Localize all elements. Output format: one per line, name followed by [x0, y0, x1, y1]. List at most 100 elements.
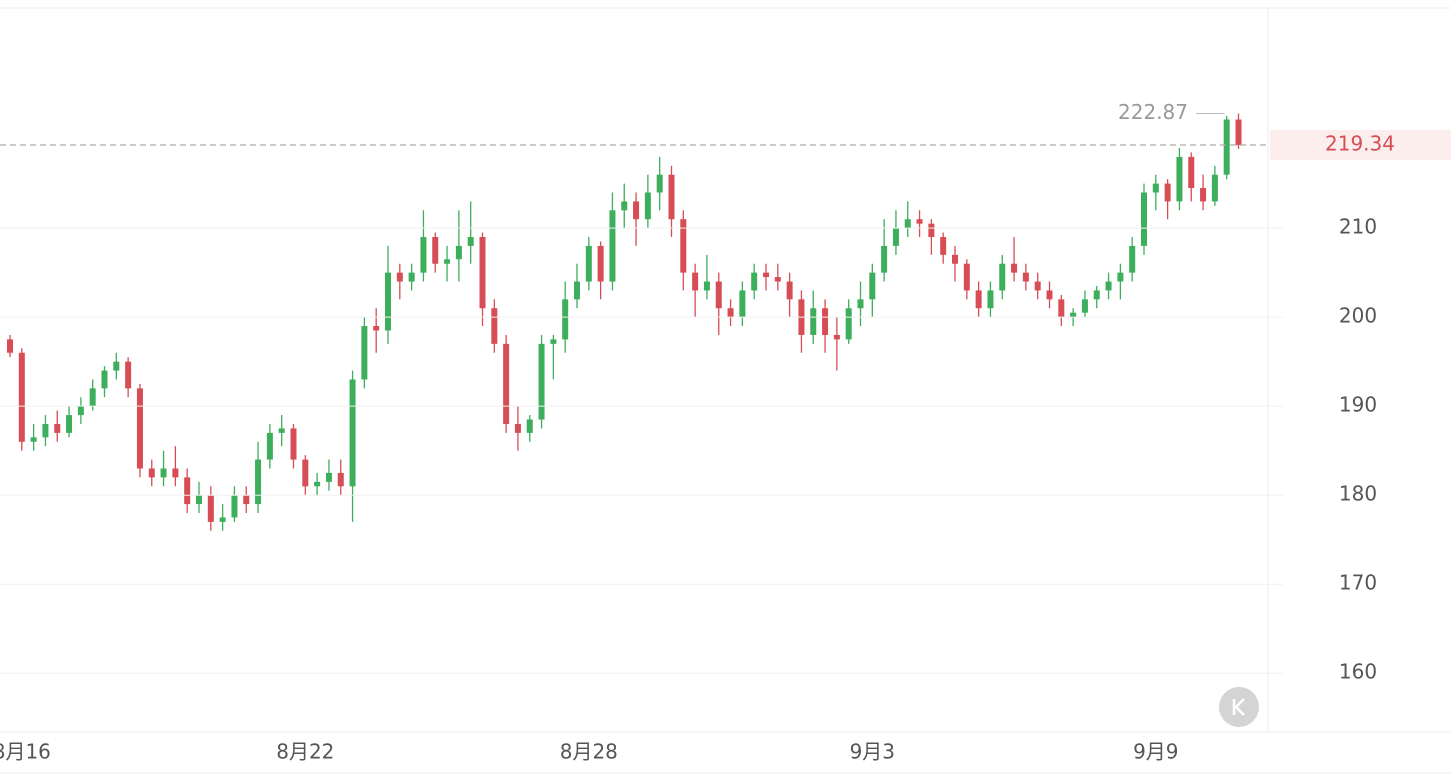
candle-body — [207, 495, 214, 522]
candle-body — [609, 210, 616, 282]
candle-body — [810, 308, 817, 335]
x-tick-label: 9月3 — [850, 740, 895, 764]
candle-body — [916, 219, 923, 224]
candle-body — [1164, 183, 1171, 202]
candle-body — [881, 245, 888, 273]
candle-body — [550, 339, 557, 344]
y-tick-label: 170 — [1339, 571, 1377, 595]
candle-body — [822, 308, 829, 335]
candle-body — [928, 223, 935, 238]
candle-body — [42, 423, 49, 438]
candle-body — [987, 290, 994, 309]
candle-body — [337, 472, 344, 487]
candle-body — [1200, 188, 1207, 202]
candle-body — [1011, 263, 1018, 273]
candle-body — [597, 245, 604, 282]
candle-body — [479, 237, 486, 309]
candle-body — [585, 245, 592, 282]
candle-body — [1034, 281, 1041, 291]
last-price-bg — [1270, 129, 1451, 160]
candle-body — [514, 423, 521, 433]
candle-body — [89, 388, 96, 407]
candle-body — [1223, 119, 1230, 175]
candle-body — [432, 237, 439, 264]
candle-body — [952, 254, 958, 264]
candle-body — [420, 237, 427, 273]
candle-body — [1235, 119, 1242, 145]
candle-body — [266, 432, 273, 460]
candle-body — [18, 352, 25, 442]
candle-body — [444, 259, 451, 264]
candle-body — [503, 343, 510, 424]
candle-body — [715, 281, 722, 309]
candle-body — [703, 281, 710, 291]
candle-body — [385, 272, 391, 331]
candle-body — [101, 370, 108, 389]
candle-body — [975, 290, 982, 309]
candle-body — [1152, 183, 1159, 193]
candle-body — [255, 459, 262, 505]
candle-body — [999, 263, 1006, 291]
candle-body — [727, 308, 734, 318]
candle-body — [680, 219, 687, 273]
reset-icon[interactable] — [1232, 698, 1245, 716]
candle-body — [963, 263, 970, 291]
y-tick-label: 210 — [1339, 215, 1377, 239]
candle-body — [845, 308, 852, 340]
x-tick-label: 9月9 — [1133, 740, 1178, 764]
candle-body — [148, 468, 155, 478]
high-marker-label: 222.87 — [1118, 100, 1188, 124]
candle-body — [869, 272, 876, 300]
candle-body — [526, 419, 533, 433]
candle-body — [113, 361, 120, 371]
candle-body — [1129, 245, 1136, 273]
candle-body — [739, 290, 746, 318]
candle-body — [467, 237, 474, 246]
candle-body — [7, 339, 13, 353]
candle-body — [892, 228, 899, 246]
y-tick-label: 160 — [1339, 660, 1377, 684]
candle-body — [644, 192, 651, 220]
candle-body — [668, 174, 675, 220]
candle-body — [1081, 299, 1088, 313]
candle-body — [940, 237, 947, 255]
candle-body — [325, 472, 332, 482]
candle-body — [243, 495, 250, 505]
candle-body — [172, 468, 179, 478]
y-tick-label: 200 — [1339, 304, 1377, 328]
candle-body — [1211, 174, 1218, 202]
candle-body — [1070, 312, 1077, 318]
candle-body — [621, 201, 628, 211]
candle-body — [1046, 290, 1053, 300]
candle-body — [538, 343, 545, 420]
candle-body — [219, 517, 226, 522]
candle-body — [77, 406, 84, 416]
candle-body — [491, 308, 498, 344]
candle-body — [184, 477, 191, 505]
candle-body — [125, 361, 132, 389]
candle-body — [278, 428, 285, 433]
candle-body — [54, 423, 61, 433]
candle-body — [1093, 290, 1100, 300]
candle-body — [349, 379, 356, 487]
candle-body — [314, 481, 321, 487]
candle-body — [692, 272, 699, 291]
candle-body — [1058, 299, 1065, 318]
candle-body — [455, 245, 462, 260]
candle-body — [231, 495, 238, 518]
reset-button-circle[interactable] — [1219, 687, 1259, 727]
x-tick-label: 8月16 — [0, 740, 51, 764]
candle-body — [633, 201, 640, 220]
candle-body — [396, 272, 403, 282]
candle-body — [562, 299, 569, 340]
candle-body — [1105, 281, 1112, 291]
candle-body — [1176, 156, 1183, 202]
candle-body — [290, 428, 297, 460]
candle-body — [574, 281, 580, 300]
reset-button[interactable] — [1219, 687, 1259, 727]
candle-body — [30, 437, 37, 442]
candle-body — [763, 272, 769, 278]
plot-area — [7, 113, 1242, 531]
candle-body — [66, 415, 73, 433]
